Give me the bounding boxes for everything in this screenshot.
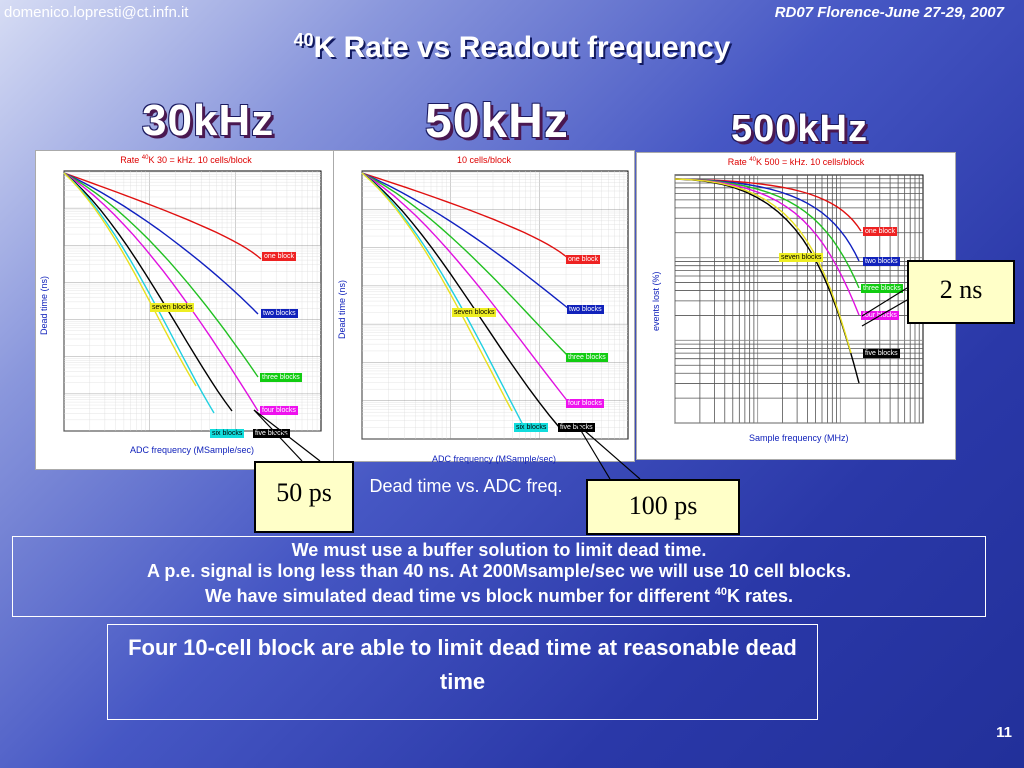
series-line-two [674,178,860,262]
author-email: domenico.lopresti@ct.infn.it [4,4,189,21]
series-label-one: one block [262,252,296,261]
page-number: 11 [996,724,1012,741]
series-label-four: four blocks [861,311,899,320]
series-label-one: one block [863,227,897,236]
summary-line-2: A p.e. signal is long less than 40 ns. A… [147,561,851,581]
series-label-three: three blocks [566,353,608,362]
series-label-six: six blocks [210,429,245,438]
x-axis-label: Sample frequency (MHz) [749,433,849,443]
series-line-one [361,172,570,260]
series-label-four: four blocks [260,406,298,415]
plot-50khz-graph [361,170,629,440]
series-line-six [63,172,215,414]
plot-30khz-graph [63,170,322,432]
plot-title: 10 cells/block [456,155,512,165]
series-label-three: three blocks [861,284,903,293]
figure-caption: Dead time vs. ADC freq. [369,476,563,496]
plot-title-prefix: Rate [120,155,142,165]
series-line-seven [674,178,852,354]
series-label-five: five blocks [558,423,595,432]
series-line-one [674,178,862,232]
series-line-seven [63,172,197,387]
plot-frame [674,174,924,424]
summary-line-1: We must use a buffer solution to limit d… [291,540,707,560]
summary-line-3b: K rates. [727,586,794,606]
plot-title: Rate 40K 30 = kHz. 10 cells/block [36,155,336,165]
series-line-six [361,172,525,428]
series-label-seven: seven blocks [150,303,195,312]
series-line-five [674,178,860,384]
series-label-four: four blocks [566,399,604,408]
plot-30khz: Rate 40K 30 = kHz. 10 cells/block Dead t… [35,150,337,470]
x-axis-label: ADC frequency (MSample/sec) [130,445,255,455]
series-line-three [674,178,860,289]
summary-line-3-sup: 40 [714,586,727,598]
rate-label-500khz: 500kHz [731,108,868,150]
plot-500khz-graph [674,174,924,424]
series-label-three: three blocks [260,373,302,382]
title-text: K Rate vs Readout frequency [313,31,731,64]
series-label-seven: seven blocks [452,308,497,317]
summary-line-3a: We have simulated dead time vs block num… [204,586,715,606]
series-line-two [63,172,259,315]
series-label-two: two blocks [567,305,604,314]
series-label-five: five blocks [863,349,900,358]
series-label-six: six blocks [514,423,549,432]
y-axis-label: Dead time (ns) [39,275,49,335]
plot-title-prefix: Rate [727,157,750,167]
series-line-two [361,172,570,310]
series-line-seven [361,172,513,412]
series-line-five [63,172,233,412]
series-label-two: two blocks [261,309,298,318]
rate-label-50khz: 50kHz [425,95,569,148]
series-line-three [361,172,570,358]
slide-title: 40K Rate vs Readout frequency [0,30,1024,65]
x-axis-label: ADC frequency (MSample/sec) [432,454,557,464]
plot-title-sup: 40 [141,155,149,161]
series-label-one: one block [566,255,600,264]
conclusion-box: Four 10-cell block are able to limit dea… [107,624,818,720]
plot-50khz: 10 cells/block Dead time (ns) ADC freque… [333,150,635,464]
callout-100ps: 100 ps [586,479,740,535]
summary-line-3: We have simulated dead time vs block num… [13,582,985,607]
series-label-five: five blocks [253,429,290,438]
y-axis-label: Dead time (ns) [337,279,347,339]
plot-title-rest: K 500 = kHz. 10 cells/block [755,157,865,167]
series-line-five [361,172,560,428]
series-label-two: two blocks [863,257,900,266]
series-line-four [361,172,570,404]
series-label-seven: seven blocks [779,253,824,262]
series-line-four [674,178,860,316]
plot-title-sup: 40 [749,157,756,163]
conference-label: RD07 Florence-June 27-29, 2007 [774,4,1004,21]
series-line-three [63,172,259,378]
title-superscript: 40 [293,30,314,50]
plot-title: Rate 40K 500 = kHz. 10 cells/block [637,157,955,167]
rate-label-30khz: 30kHz [142,96,275,145]
y-axis-label: events lost (%) [651,271,661,331]
callout-2ns: 2 ns [907,260,1015,324]
plot-title-rest: K 30 = kHz. 10 cells/block [148,155,252,165]
callout-50ps: 50 ps [254,461,354,533]
series-line-four [63,172,259,412]
summary-box: We must use a buffer solution to limit d… [12,536,986,617]
series-line-one [63,172,262,260]
